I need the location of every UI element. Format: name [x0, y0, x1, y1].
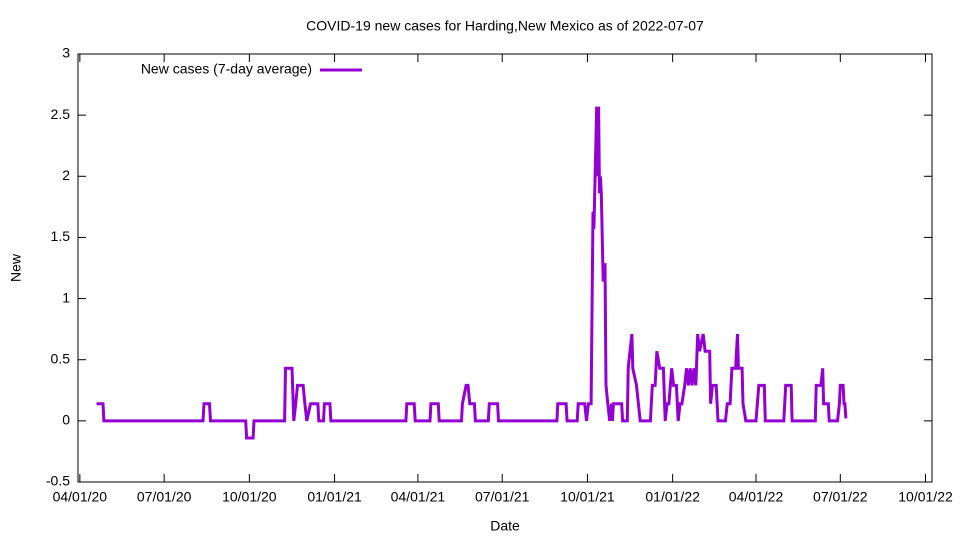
x-tick-label: 01/01/21 — [307, 489, 362, 505]
chart-title: COVID-19 new cases for Harding,New Mexic… — [306, 18, 704, 34]
x-tick-label: 04/01/22 — [729, 489, 784, 505]
y-tick-label: 0 — [62, 412, 70, 428]
y-tick-label: 1.5 — [51, 228, 71, 244]
y-tick-label: 2.5 — [51, 106, 71, 122]
y-tick-label: 3 — [62, 45, 70, 61]
y-tick-label: -0.5 — [46, 473, 70, 489]
y-tick-label: 2 — [62, 167, 70, 183]
data-line — [96, 106, 848, 440]
x-tick-label: 04/01/20 — [53, 489, 108, 505]
x-tick-label: 07/01/20 — [137, 489, 192, 505]
x-tick-label: 04/01/21 — [391, 489, 446, 505]
y-axis-label: New — [8, 253, 24, 282]
y-tick-label: 0.5 — [51, 350, 71, 366]
x-tick-label: 10/01/21 — [560, 489, 615, 505]
x-tick-label: 07/01/21 — [475, 489, 530, 505]
y-tick-label: 1 — [62, 289, 70, 305]
x-tick-label: 10/01/22 — [898, 489, 953, 505]
x-tick-label: 07/01/22 — [813, 489, 868, 505]
x-tick-label: 10/01/20 — [222, 489, 277, 505]
legend-label: New cases (7-day average) — [141, 61, 312, 77]
x-axis-label: Date — [490, 518, 520, 534]
plot-border — [77, 53, 933, 483]
x-tick-label: 01/01/22 — [645, 489, 700, 505]
